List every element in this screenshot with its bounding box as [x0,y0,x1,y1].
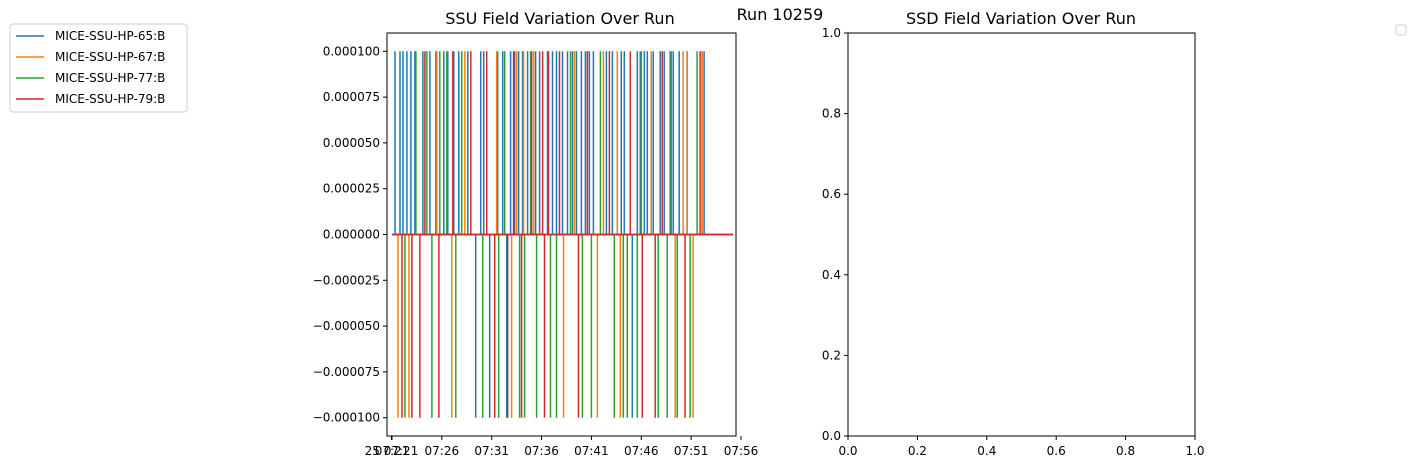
ssd-x-tick-label: 0.4 [977,444,996,458]
ssu-chart: SSU Field Variation Over Run 0.0001000.0… [313,9,759,458]
ssd-y-axis: 0.0 0.2 0.4 0.6 0.8 1.0 [822,26,848,443]
ssu-y-tick-label: 0.000100 [323,44,380,58]
ssu-y-tick-label: 0.000000 [323,228,380,242]
ssu-y-tick-label: −0.000100 [313,411,380,425]
ssd-plot-frame [847,32,1196,437]
ssd-y-tick-label: 0.8 [822,107,841,121]
ssd-y-tick-label: 0.0 [822,429,841,443]
legend-entry-label: MICE-SSU-HP-65:B [55,29,165,43]
ssu-y-tick-label: −0.000025 [313,273,380,287]
figure-suptitle: Run 10259 [737,5,824,24]
legend-entry-label: MICE-SSU-HP-79:B [55,92,165,106]
ssu-x-tick-label: 07:41 [574,444,609,458]
ssd-chart: SSD Field Variation Over Run 0.00.20.40.… [822,9,1205,458]
ssu-chart-title: SSU Field Variation Over Run [445,9,674,28]
ssu-x-tick-label: 07:46 [624,444,659,458]
ssd-x-axis: 0.0 0.2 0.4 0.6 0.8 1.0 [838,436,1205,458]
ssu-y-tick-label: 0.000075 [323,90,380,104]
ssu-x-tick-label: 25 07:21 [365,444,419,458]
legend-entry-label: MICE-SSU-HP-67:B [55,50,165,64]
legend-frame [9,23,188,113]
ssd-x-tick-label: 0.0 [838,444,857,458]
ssd-chart-title: SSD Field Variation Over Run [906,9,1136,28]
ssu-series-line-1 [392,51,733,418]
ssu-x-tick-label: 07:56 [724,444,759,458]
ssu-series-line-4 [392,51,733,418]
ssu-series-group [392,51,733,418]
ssd-x-tick-label: 0.6 [1047,444,1066,458]
empty-legend-box [1395,24,1407,36]
ssd-x-tick-label: 0.2 [908,444,927,458]
ssd-y-tick-label: 0.4 [822,268,841,282]
ssd-x-tick-label: 0.8 [1116,444,1135,458]
ssu-x-tick-label: 07:31 [474,444,509,458]
ssd-y-tick-label: 1.0 [822,26,841,40]
ssu-y-axis: 0.000100 0.000075 0.000050 0.000025 0.000000… [313,44,387,425]
ssu-x-tick-label: 07:21 [375,444,410,458]
ssu-y-tick-label: 0.000050 [323,136,380,150]
ssu-x-tick-label: 07:51 [674,444,709,458]
ssd-x-tick-label: 1.0 [1185,444,1204,458]
ssu-x-tick-label: 07:26 [425,444,460,458]
ssu-x-tick-label: 07:36 [524,444,559,458]
ssd-y-tick-label: 0.6 [822,187,841,201]
ssu-y-tick-label: 0.000025 [323,182,380,196]
ssd-y-tick-label: 0.2 [822,348,841,362]
ssu-y-tick-label: −0.000050 [313,319,380,333]
legend-entry-label: MICE-SSU-HP-77:B [55,71,165,85]
chart-legend: MICE-SSU-HP-65:B MICE-SSU-HP-67:B MICE-SSU… [9,23,188,113]
ssu-y-tick-label: −0.000075 [313,365,380,379]
